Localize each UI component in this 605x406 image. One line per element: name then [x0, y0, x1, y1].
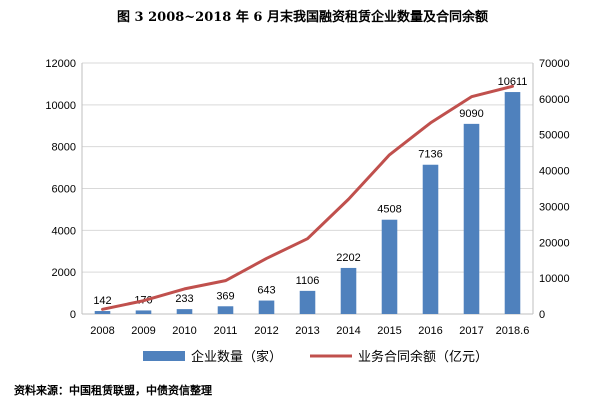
data-label: 4508: [377, 204, 401, 216]
x-tick-label: 2017: [459, 325, 483, 337]
bar: [217, 306, 234, 314]
y-left-tick-label: 6000: [52, 184, 76, 196]
x-tick-label: 2015: [377, 325, 401, 337]
chart-title: 图 3 2008~2018 年 6 月末我国融资租赁企业数量及合同余额: [117, 10, 488, 25]
data-label: 2202: [336, 252, 360, 264]
data-label: 7136: [418, 149, 442, 161]
y-right-tick-label: 60000: [539, 94, 570, 106]
x-tick-label: 2016: [418, 325, 442, 337]
y-left-tick-label: 12000: [45, 58, 76, 70]
y-right-tick-label: 10000: [539, 273, 570, 285]
y-left-tick-label: 10000: [45, 100, 76, 112]
x-tick-label: 2010: [172, 325, 196, 337]
x-tick-label: 2018.6: [496, 325, 530, 337]
data-label: 369: [216, 290, 234, 302]
y-right-tick-label: 0: [539, 309, 545, 321]
data-label: 643: [257, 285, 275, 297]
legend-swatch-bars: [143, 351, 185, 361]
bar: [176, 309, 193, 314]
y-right-tick-label: 50000: [539, 130, 570, 142]
bar: [381, 219, 398, 314]
data-label: 233: [175, 293, 193, 305]
x-tick-label: 2011: [214, 325, 238, 337]
y-left-tick-label: 4000: [52, 225, 76, 237]
x-tick-label: 2009: [131, 325, 155, 337]
bar: [422, 164, 439, 314]
data-label: 10611: [498, 76, 528, 88]
x-tick-label: 2013: [295, 325, 319, 337]
legend-label-bars: 企业数量（家）: [191, 349, 282, 365]
y-left-tick-label: 2000: [52, 267, 76, 279]
y-right-tick-label: 70000: [539, 58, 570, 70]
y-right-tick-label: 20000: [539, 237, 570, 249]
bar: [463, 123, 480, 315]
data-label: 1106: [296, 275, 320, 287]
y-left-tick-label: 8000: [52, 142, 76, 154]
data-label: 9090: [459, 108, 483, 120]
x-tick-label: 2014: [336, 325, 360, 337]
y-right-tick-label: 40000: [539, 166, 570, 178]
legend-label-line: 业务合同余额（亿元）: [358, 349, 488, 365]
bar: [94, 311, 111, 314]
x-tick-label: 2012: [254, 325, 278, 337]
bar: [340, 267, 357, 314]
bar: [135, 310, 152, 314]
bar: [299, 290, 316, 314]
source-note: 资料来源：中国租赁联盟，中债资信整理: [14, 384, 212, 397]
bar: [258, 300, 275, 314]
bar: [504, 92, 521, 314]
y-right-tick-label: 30000: [539, 201, 570, 213]
series-line: [101, 84, 514, 311]
y-left-tick-label: 0: [70, 309, 76, 321]
data-label: 142: [93, 295, 111, 307]
x-tick-label: 2008: [90, 325, 114, 337]
